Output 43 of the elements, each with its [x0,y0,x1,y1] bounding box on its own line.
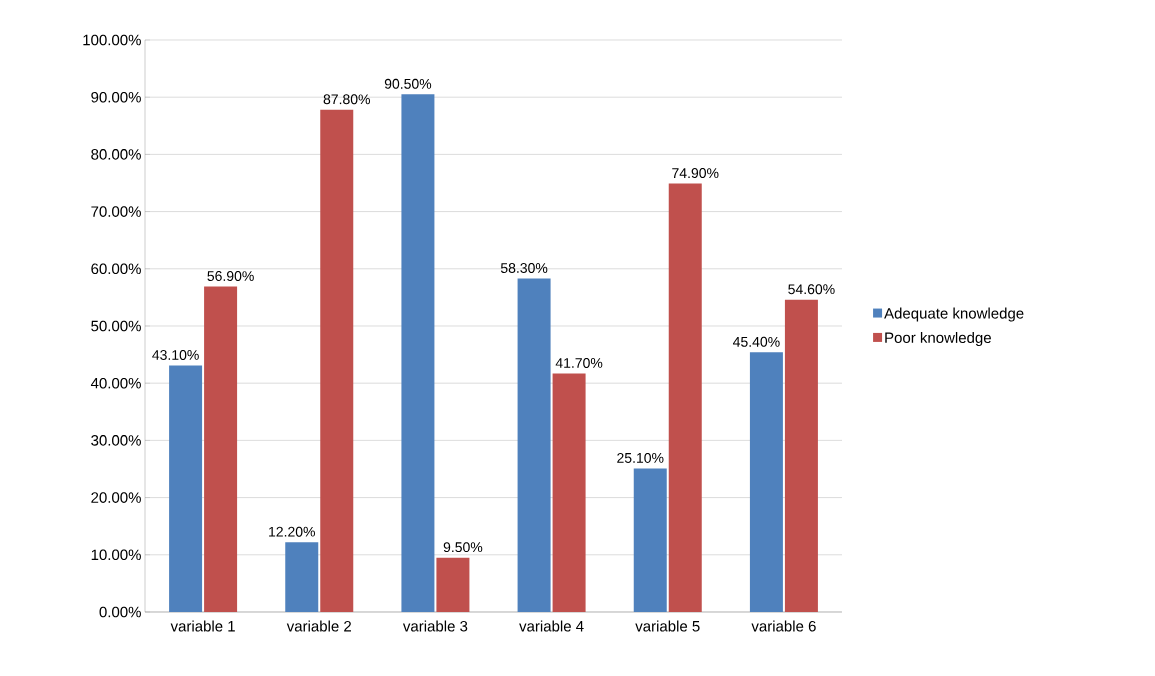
x-tick-label: variable 1 [170,620,235,632]
y-tick-label: 30.00% [91,435,141,446]
bar [436,557,470,612]
y-tick-label: 80.00% [91,149,141,160]
x-tick-label: variable 6 [751,620,816,632]
x-tick-label: variable 3 [402,620,468,632]
bar [749,352,783,612]
y-tick-label: 40.00% [90,377,141,389]
data-label: 90.50% [384,78,432,89]
bar [169,365,203,612]
data-label: 9.50% [443,542,483,553]
bar [204,286,238,612]
y-tick-label: 10.00% [91,549,141,561]
bar [517,278,551,612]
data-label: 56.90% [207,271,254,281]
data-label: 12.20% [269,526,315,537]
data-label: 54.60% [788,284,835,295]
bar [668,183,702,612]
legend-label: Poor knowledge [885,331,991,346]
data-label: 41.70% [555,358,603,368]
data-label: 58.30% [500,263,548,273]
bar [552,373,586,612]
bar [784,299,818,612]
bar [633,468,667,612]
bar [285,542,319,612]
x-tick-label: variable 2 [286,620,351,632]
y-tick-label: 50.00% [91,320,141,332]
legend-label: Adequate knowledge [884,307,1024,322]
data-label: 87.80% [323,94,370,105]
y-tick-label: 0.00% [99,606,141,618]
bar [401,94,435,612]
y-tick-label: 90.00% [91,91,141,103]
x-tick-label: variable 4 [519,620,584,632]
x-tick-label: variable 5 [635,620,700,632]
data-label: 25.10% [617,452,664,463]
y-tick-label: 20.00% [91,492,141,503]
y-tick-label: 60.00% [91,263,141,275]
y-tick-label: 100.00% [83,34,141,46]
data-label: 45.40% [732,336,780,347]
data-label: 43.10% [152,350,199,360]
data-label: 74.90% [672,168,719,179]
y-tick-label: 70.00% [91,206,141,217]
bar [320,109,354,612]
